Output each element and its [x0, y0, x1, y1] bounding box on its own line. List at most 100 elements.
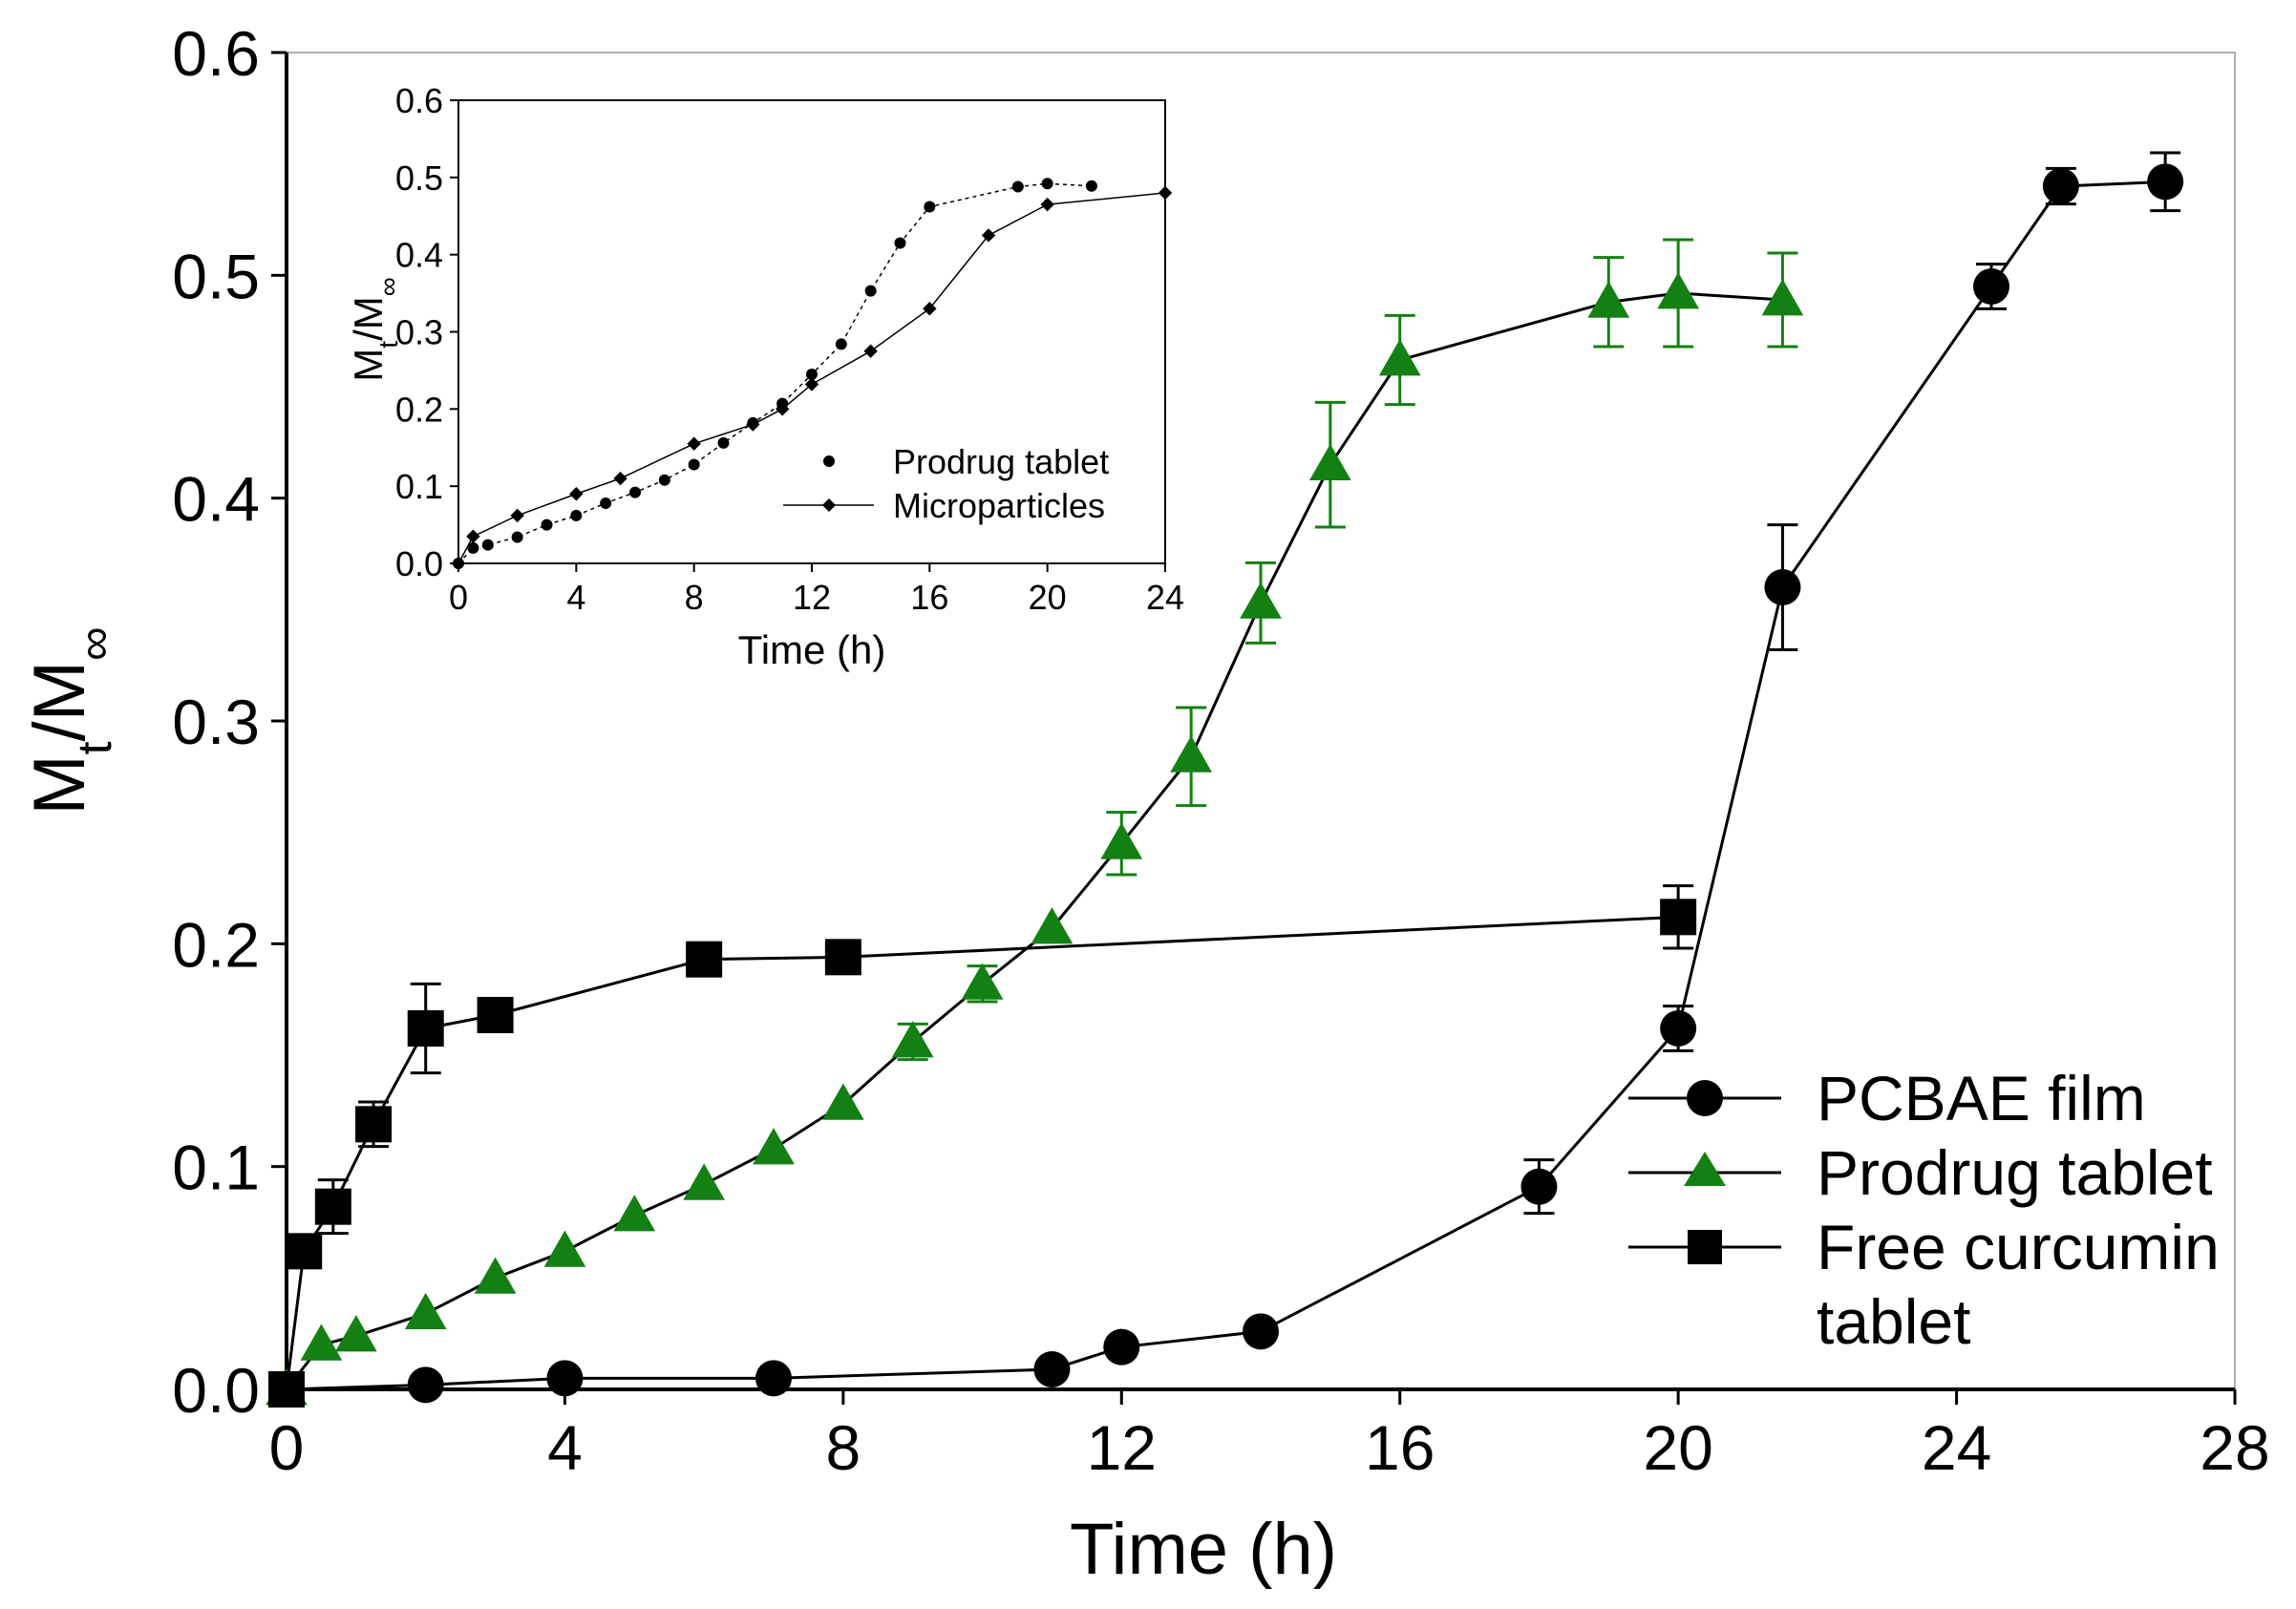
main-point-triangle: [1657, 272, 1699, 309]
main-y-tick-label: 0.1: [172, 1133, 260, 1203]
main-point-circle: [1764, 569, 1801, 605]
main-point-square: [407, 1010, 444, 1047]
main-point-circle: [1103, 1328, 1140, 1366]
main-point-triangle: [543, 1230, 586, 1267]
main-series-2: [268, 884, 1697, 1408]
main-y-label-sep: /M: [19, 661, 100, 741]
main-point-circle: [1973, 268, 2009, 305]
inset-point-diamond: [863, 344, 878, 358]
inset-point-circle: [717, 436, 730, 449]
main-y-tick-label: 0.3: [172, 687, 260, 757]
main-series-0: [268, 151, 2184, 1408]
inset-point-diamond: [613, 471, 627, 486]
main-point-triangle: [683, 1163, 725, 1200]
inset-point-circle: [467, 541, 479, 554]
main-x-tick-label: 28: [2200, 1412, 2269, 1483]
inset-point-circle: [570, 509, 583, 521]
main-y-tick-label: 0.4: [172, 464, 260, 535]
main-y-tick-label: 0.6: [172, 18, 260, 89]
inset-y-label-sub-inf: ∞: [373, 277, 403, 296]
main-x-tick-label: 0: [269, 1412, 305, 1483]
main-point-square: [686, 941, 723, 978]
inset-point-circle: [600, 497, 612, 509]
inset-point-circle: [629, 486, 641, 498]
inset-x-axis-label: Time (h): [738, 627, 886, 672]
main-point-circle: [755, 1360, 792, 1397]
inset-point-diamond: [746, 417, 760, 432]
main-x-tick-label: 24: [1922, 1412, 1991, 1483]
main-point-circle: [1660, 1010, 1697, 1047]
main-y-label-sub-t: t: [68, 741, 121, 754]
inset-point-diamond: [466, 529, 480, 543]
inset-point-circle: [864, 285, 877, 297]
inset-y-tick-label: 0.2: [395, 390, 443, 429]
main-point-triangle: [753, 1128, 795, 1165]
inset-legend-marker-micro: [822, 498, 836, 512]
main-x-tick-label: 4: [547, 1412, 583, 1483]
legend-marker-free: [1688, 1230, 1722, 1264]
inset-y-axis-label: Mt/M∞: [346, 277, 403, 381]
inset-plot: 0 4 8 12 16 20 24 0.0 0.1 0.2 0.3 0.4 0.5 0.6 Time (h…: [346, 81, 1184, 672]
main-point-square: [477, 997, 514, 1033]
main-point-square: [268, 1371, 305, 1408]
main-point-triangle: [1240, 582, 1282, 619]
inset-series-1: [451, 185, 1173, 571]
main-point-triangle: [335, 1315, 377, 1352]
main-point-triangle: [1587, 281, 1630, 318]
inset-point-circle: [835, 338, 847, 350]
inset-y-label-m: M: [346, 349, 391, 382]
inset-legend-label-prodrug: Prodrug tablet: [893, 442, 1109, 481]
main-point-square: [1660, 899, 1697, 936]
main-y-axis-label: Mt/M∞: [19, 626, 121, 815]
inset-point-circle: [481, 539, 494, 551]
inset-point-circle: [1085, 180, 1097, 192]
main-point-triangle: [1761, 279, 1804, 316]
main-x-tick-label: 8: [825, 1412, 861, 1483]
inset-ticks: 0 4 8 12 16 20 24 0.0 0.1 0.2 0.3 0.4 0.5 0.6: [395, 81, 1184, 617]
inset-y-tick-label: 0.1: [395, 467, 443, 506]
inset-point-diamond: [687, 436, 701, 451]
legend-marker-pcbae: [1687, 1080, 1723, 1116]
legend-label-free-2: tablet: [1817, 1286, 1970, 1357]
inset-plot-frame: [457, 99, 1166, 564]
main-y-label-m: M: [19, 754, 100, 815]
inset-legend-marker-prodrug: [823, 455, 835, 467]
inset-x-tick-label: 8: [685, 578, 704, 617]
inset-legend: Prodrug tablet Microparticles: [783, 442, 1109, 525]
inset-x-tick-label: 12: [793, 578, 831, 617]
main-point-circle: [1520, 1168, 1558, 1205]
inset-point-circle: [1041, 178, 1053, 190]
main-point-triangle: [1378, 339, 1421, 376]
inset-x-tick-label: 4: [566, 578, 585, 617]
main-point-triangle: [822, 1083, 864, 1120]
main-point-triangle: [961, 963, 1004, 1000]
inset-point-circle: [511, 531, 523, 543]
inset-y-tick-label: 0.6: [395, 81, 443, 120]
legend-label-pcbae: PCBAE film: [1817, 1063, 2146, 1133]
main-point-circle: [407, 1366, 444, 1404]
legend-marker-prodrug: [1684, 1152, 1726, 1186]
inset-x-tick-label: 24: [1146, 578, 1184, 617]
main-point-triangle: [1100, 822, 1143, 859]
legend-label-free-1: Free curcumin: [1817, 1212, 2220, 1282]
inset-y-tick-label: 0.3: [395, 313, 443, 352]
main-x-axis-label: Time (h): [1070, 1509, 1337, 1590]
inset-y-label-sep: /M: [346, 296, 391, 341]
main-point-triangle: [300, 1323, 343, 1361]
inset-y-tick-label: 0.4: [395, 236, 443, 275]
main-series-1: [266, 238, 1804, 1406]
main-point-circle: [546, 1360, 584, 1397]
legend-label-prodrug: Prodrug tablet: [1817, 1137, 2213, 1208]
inset-point-diamond: [1040, 197, 1054, 212]
main-x-tick-label: 16: [1365, 1412, 1435, 1483]
main-point-triangle: [1170, 735, 1212, 773]
inset-legend-label-micro: Microparticles: [893, 486, 1105, 525]
main-point-circle: [2042, 168, 2079, 204]
main-point-triangle: [1031, 907, 1074, 944]
inset-point-circle: [541, 519, 553, 531]
inset-x-tick-label: 0: [449, 578, 468, 617]
main-point-triangle: [613, 1195, 656, 1232]
main-legend: PCBAE film Prodrug tablet Free curcumin …: [1628, 1063, 2220, 1357]
main-point-square: [355, 1106, 393, 1143]
